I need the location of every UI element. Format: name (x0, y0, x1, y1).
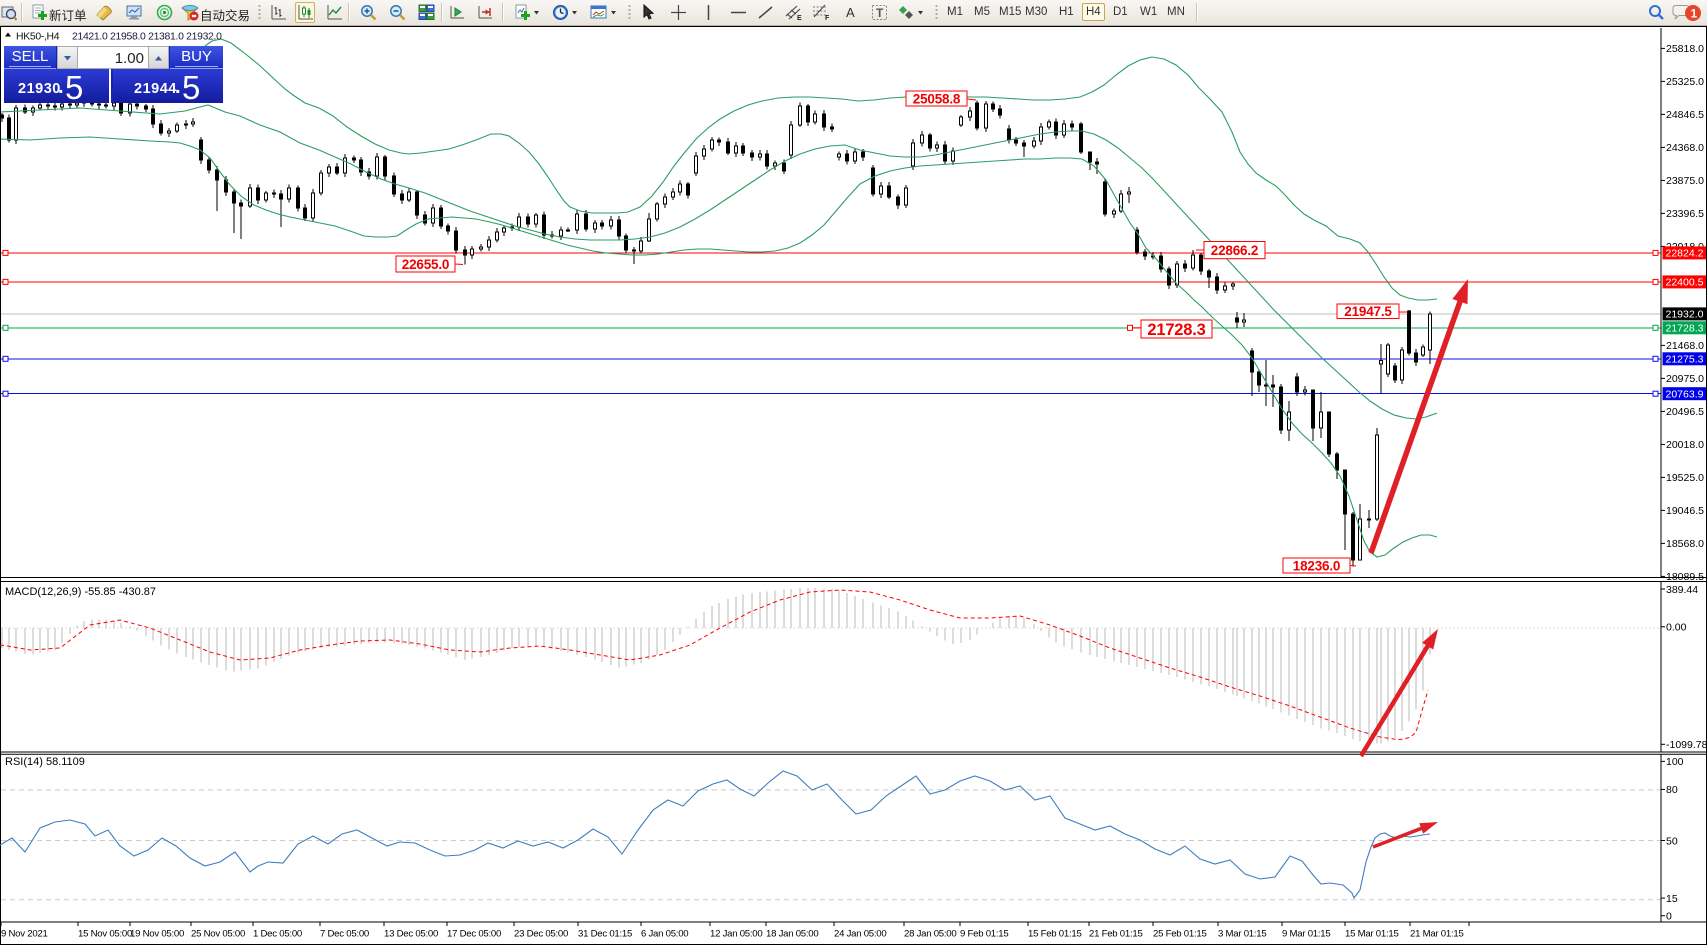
svg-text:15: 15 (1666, 893, 1678, 905)
svg-text:20018.0: 20018.0 (1666, 439, 1704, 451)
svg-text:21947.5: 21947.5 (1344, 304, 1392, 319)
svg-text:22824.2: 22824.2 (1666, 248, 1704, 260)
svg-text:19525.0: 19525.0 (1666, 472, 1704, 484)
svg-text:1: 1 (1691, 7, 1698, 21)
svg-text:0: 0 (1666, 911, 1672, 923)
svg-text:19 Nov 05:00: 19 Nov 05:00 (130, 929, 184, 940)
svg-text:RSI(14) 58.1109: RSI(14) 58.1109 (5, 756, 85, 768)
svg-text:1 Dec 05:00: 1 Dec 05:00 (253, 929, 302, 940)
svg-text:17 Dec 05:00: 17 Dec 05:00 (447, 929, 501, 940)
svg-text:18089.5: 18089.5 (1666, 571, 1704, 583)
svg-text:15 Feb 01:15: 15 Feb 01:15 (1028, 929, 1082, 940)
svg-text:HK50-,H4: HK50-,H4 (16, 32, 60, 43)
svg-text:25 Nov 05:00: 25 Nov 05:00 (191, 929, 245, 940)
svg-text:80: 80 (1666, 784, 1678, 796)
svg-text:24846.5: 24846.5 (1666, 109, 1704, 121)
svg-text:18236.0: 18236.0 (1293, 558, 1340, 573)
svg-text:E: E (797, 15, 802, 21)
svg-text:9 Feb 01:15: 9 Feb 01:15 (960, 929, 1008, 940)
svg-text:F: F (825, 15, 830, 21)
svg-text:0.00: 0.00 (1666, 622, 1687, 634)
svg-text:19046.5: 19046.5 (1666, 505, 1704, 517)
svg-text:21 Mar 01:15: 21 Mar 01:15 (1410, 929, 1464, 940)
svg-text:22655.0: 22655.0 (402, 257, 449, 272)
svg-text:23875.0: 23875.0 (1666, 175, 1704, 187)
svg-text:-1099.78: -1099.78 (1666, 739, 1707, 751)
svg-text:21468.0: 21468.0 (1666, 340, 1704, 352)
svg-text:23 Dec 05:00: 23 Dec 05:00 (514, 929, 568, 940)
svg-text:T: T (876, 6, 884, 20)
svg-text:21275.3: 21275.3 (1666, 354, 1704, 366)
svg-text:15 Nov 05:00: 15 Nov 05:00 (78, 929, 132, 940)
svg-text:389.44: 389.44 (1666, 584, 1698, 596)
svg-text:20763.9: 20763.9 (1666, 389, 1704, 401)
svg-text:21728.3: 21728.3 (1147, 321, 1205, 339)
svg-text:25 Feb 01:15: 25 Feb 01:15 (1153, 929, 1207, 940)
svg-text:A: A (846, 5, 855, 20)
svg-text:6 Jan 05:00: 6 Jan 05:00 (641, 929, 688, 940)
svg-text:50: 50 (1666, 835, 1678, 847)
svg-text:18568.0: 18568.0 (1666, 538, 1704, 550)
svg-text:MACD(12,26,9) -55.85 -430.87: MACD(12,26,9) -55.85 -430.87 (5, 586, 156, 598)
svg-text:24368.0: 24368.0 (1666, 142, 1704, 154)
svg-text:21421.0 21958.0 21381.0 21932.: 21421.0 21958.0 21381.0 21932.0 (72, 32, 222, 43)
svg-text:24 Jan 05:00: 24 Jan 05:00 (834, 929, 886, 940)
svg-text:20975.0: 20975.0 (1666, 373, 1704, 385)
svg-text:3 Mar 01:15: 3 Mar 01:15 (1218, 929, 1266, 940)
svg-text:25325.0: 25325.0 (1666, 76, 1704, 88)
svg-text:28 Jan 05:00: 28 Jan 05:00 (904, 929, 956, 940)
svg-text:18 Jan 05:00: 18 Jan 05:00 (766, 929, 818, 940)
svg-text:31 Dec 01:15: 31 Dec 01:15 (578, 929, 632, 940)
svg-text:25818.0: 25818.0 (1666, 43, 1704, 55)
svg-text:22866.2: 22866.2 (1211, 243, 1258, 258)
svg-text:15 Mar 01:15: 15 Mar 01:15 (1345, 929, 1399, 940)
svg-text:21 Feb 01:15: 21 Feb 01:15 (1089, 929, 1143, 940)
svg-text:20496.5: 20496.5 (1666, 406, 1704, 418)
svg-text:9 Mar 01:15: 9 Mar 01:15 (1282, 929, 1330, 940)
svg-text:100: 100 (1666, 756, 1684, 768)
svg-text:21728.3: 21728.3 (1666, 323, 1704, 335)
svg-text:25058.8: 25058.8 (913, 91, 961, 106)
svg-text:23396.5: 23396.5 (1666, 208, 1704, 220)
svg-text:7 Dec 05:00: 7 Dec 05:00 (320, 929, 369, 940)
svg-text:21932.0: 21932.0 (1666, 309, 1704, 321)
svg-text:9 Nov 2021: 9 Nov 2021 (1, 929, 48, 940)
svg-text:22400.5: 22400.5 (1666, 277, 1704, 289)
svg-text:13 Dec 05:00: 13 Dec 05:00 (384, 929, 438, 940)
svg-text:12 Jan 05:00: 12 Jan 05:00 (710, 929, 762, 940)
